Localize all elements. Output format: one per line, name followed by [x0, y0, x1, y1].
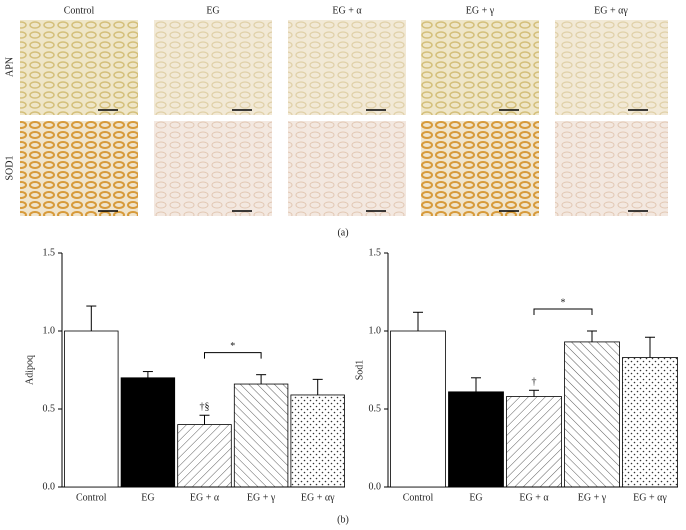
- x-tick-label: EG + αγ: [633, 492, 667, 503]
- micrographs: [20, 20, 668, 216]
- column-label: Control: [64, 5, 95, 16]
- bracket-label: *: [561, 297, 566, 308]
- bar: [564, 341, 620, 488]
- y-axis-label: Sod1: [354, 360, 365, 381]
- x-tick-label: EG + γ: [247, 492, 276, 503]
- x-tick-label: Control: [76, 492, 107, 503]
- image: [154, 20, 272, 115]
- x-tick-label: EG: [141, 492, 154, 503]
- bar: [390, 330, 446, 488]
- bar: [506, 396, 562, 488]
- row-label: SOD1: [4, 155, 15, 180]
- column-label: EG + αγ: [594, 5, 628, 16]
- bracket-label: *: [230, 341, 235, 352]
- bar: [64, 330, 119, 488]
- x-tick-label: EG + αγ: [301, 492, 335, 503]
- image: [421, 20, 539, 115]
- image: [20, 20, 138, 115]
- image: [555, 121, 668, 216]
- image: [288, 20, 406, 115]
- x-tick-label: EG + γ: [578, 492, 607, 503]
- image: [421, 121, 539, 216]
- bar: [290, 394, 345, 488]
- annotation: †§: [200, 402, 210, 413]
- y-tick-label: 0.5: [369, 403, 382, 414]
- y-tick-label: 1.5: [369, 247, 382, 258]
- column-label: EG + α: [332, 5, 362, 16]
- x-tick-label: EG + α: [519, 492, 549, 503]
- y-tick-label: 0.0: [369, 481, 382, 492]
- y-axis-label: Adipoq: [24, 355, 35, 385]
- row-label: APN: [4, 57, 15, 77]
- image: [154, 121, 272, 216]
- y-tick-label: 1.0: [43, 325, 56, 336]
- column-label: EG + γ: [466, 5, 495, 16]
- x-tick-label: EG: [469, 492, 482, 503]
- image: [555, 20, 668, 115]
- y-tick-label: 0.5: [43, 403, 56, 414]
- image: [288, 121, 406, 216]
- column-label: EG: [206, 5, 219, 16]
- image: [20, 121, 138, 216]
- y-tick-label: 0.0: [43, 481, 56, 492]
- bar: [622, 357, 678, 488]
- bar: [448, 391, 504, 488]
- bracket: [533, 308, 593, 315]
- y-tick-label: 1.5: [43, 247, 56, 258]
- bar: [233, 383, 289, 488]
- bracket: [204, 352, 262, 359]
- x-tick-label: EG + α: [190, 492, 220, 503]
- panel-label: (a): [337, 227, 348, 238]
- bar: [177, 424, 232, 488]
- panel-label: (b): [337, 514, 349, 525]
- x-tick-label: Control: [403, 492, 434, 503]
- annotation: †: [532, 377, 537, 388]
- y-tick-label: 1.0: [369, 325, 382, 336]
- bar: [120, 377, 176, 488]
